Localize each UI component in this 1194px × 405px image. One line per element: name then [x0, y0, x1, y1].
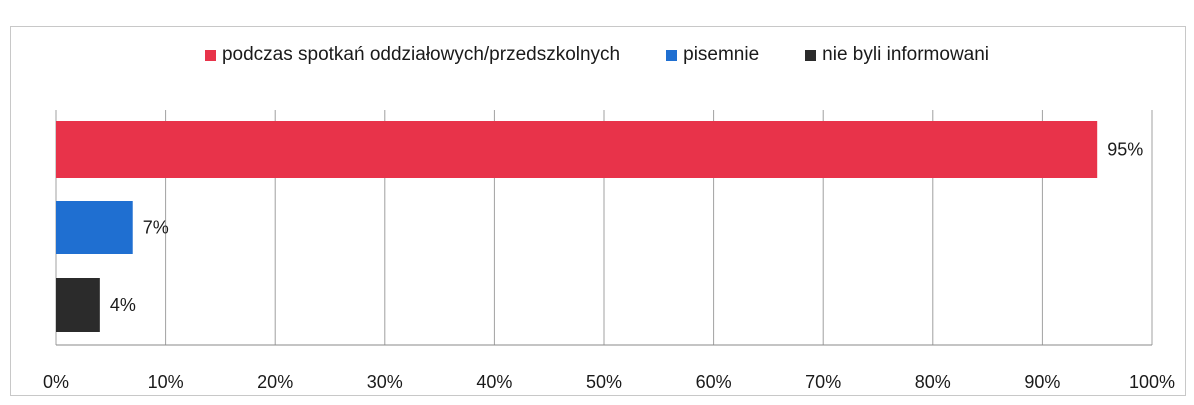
x-tick-label-0: 0% — [43, 372, 69, 392]
legend-item-not-informed: nie byli informowani — [805, 44, 989, 66]
legend-swatch-meetings — [204, 49, 216, 61]
bar-0 — [56, 121, 1098, 178]
legend-item-written: pisemnie — [666, 44, 759, 66]
x-tick-label-6: 60% — [696, 372, 732, 392]
x-tick-label-9: 90% — [1024, 372, 1060, 392]
x-tick-label-2: 20% — [257, 372, 293, 392]
bar-2 — [56, 278, 100, 332]
legend-swatch-not-informed — [805, 49, 817, 61]
legend-swatch-written — [666, 49, 678, 61]
x-tick-label-3: 30% — [367, 372, 403, 392]
chart-frame — [10, 26, 1186, 396]
x-tick-label-7: 70% — [805, 372, 841, 392]
x-tick-label-1: 10% — [148, 372, 184, 392]
data-label-2: 4% — [110, 295, 136, 315]
data-label-0: 95% — [1107, 140, 1143, 160]
legend-item-meetings: podczas spotkań oddziałowych/przedszkoln… — [204, 44, 621, 66]
x-tick-label-5: 50% — [586, 372, 622, 392]
legend-label-not-informed: nie byli informowani — [822, 44, 990, 65]
x-tick-label-4: 40% — [476, 372, 512, 392]
x-tick-label-8: 80% — [915, 372, 951, 392]
legend: podczas spotkań oddziałowych/przedszkoln… — [0, 44, 1194, 66]
legend-label-meetings: podczas spotkań oddziałowych/przedszkoln… — [221, 44, 621, 65]
x-tick-label-10: 100% — [1129, 372, 1175, 392]
bar-1 — [56, 201, 133, 254]
data-label-1: 7% — [143, 218, 169, 238]
legend-label-written: pisemnie — [683, 44, 760, 65]
